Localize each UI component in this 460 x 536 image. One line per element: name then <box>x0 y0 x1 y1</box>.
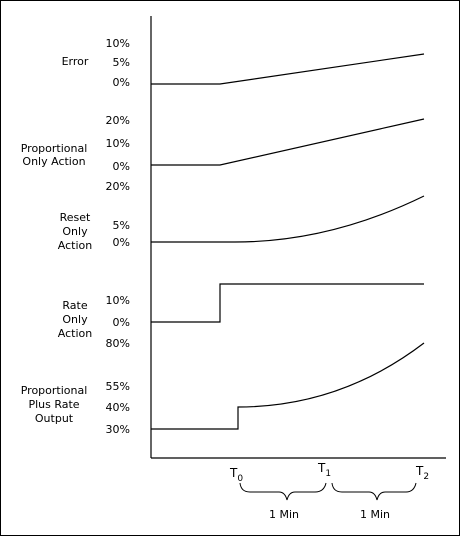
prop-only-tick-10: 10% <box>106 137 130 150</box>
prop-only-tick-20: 20% <box>106 114 130 127</box>
t1-label: T1 <box>317 461 331 479</box>
prop-plus-rate-label-line1: Proportional <box>21 384 88 397</box>
rate-only-label-line1: Rate <box>62 299 87 312</box>
error-tick-0: 0% <box>113 76 130 89</box>
error-label: Error <box>62 55 89 68</box>
error-tick-5: 5% <box>113 56 130 69</box>
proportional-only-label-line1: Proportional <box>21 142 88 155</box>
interval-label-1: 1 Min <box>269 508 299 521</box>
rate-only-label-line3: Action <box>58 327 92 340</box>
prop-plus-rate-label-line3: Output <box>35 412 74 425</box>
output-tick-80: 80% <box>106 337 130 350</box>
t0-label: T0 <box>229 466 243 484</box>
reset-only-tick-0: 0% <box>113 236 130 249</box>
interval-brace-2 <box>331 482 417 501</box>
proportional-plus-rate-trace <box>151 342 425 430</box>
reset-only-tick-20: 20% <box>106 180 130 193</box>
reset-only-label-line3: Action <box>58 239 92 252</box>
interval-label-2: 1 Min <box>360 508 390 521</box>
reset-only-trace <box>151 195 425 243</box>
rate-only-tick-0: 0% <box>113 316 130 329</box>
proportional-only-label-line2: Only Action <box>22 155 85 168</box>
t2-label: T2 <box>415 464 429 482</box>
reset-only-label-line2: Only <box>62 225 88 238</box>
error-trace <box>151 53 425 85</box>
prop-plus-rate-label-line2: Plus Rate <box>28 398 79 411</box>
proportional-only-trace <box>151 118 425 166</box>
rate-only-tick-10: 10% <box>106 294 130 307</box>
rate-only-label-line2: Only <box>62 313 88 326</box>
output-tick-30: 30% <box>106 423 130 436</box>
reset-only-label-line1: Reset <box>60 211 91 224</box>
interval-brace-1 <box>239 482 327 501</box>
output-tick-40: 40% <box>106 401 130 414</box>
prop-only-tick-0: 0% <box>113 160 130 173</box>
error-tick-10: 10% <box>106 37 130 50</box>
output-tick-55: 55% <box>106 380 130 393</box>
rate-only-trace <box>151 283 424 323</box>
reset-only-tick-5: 5% <box>113 219 130 232</box>
